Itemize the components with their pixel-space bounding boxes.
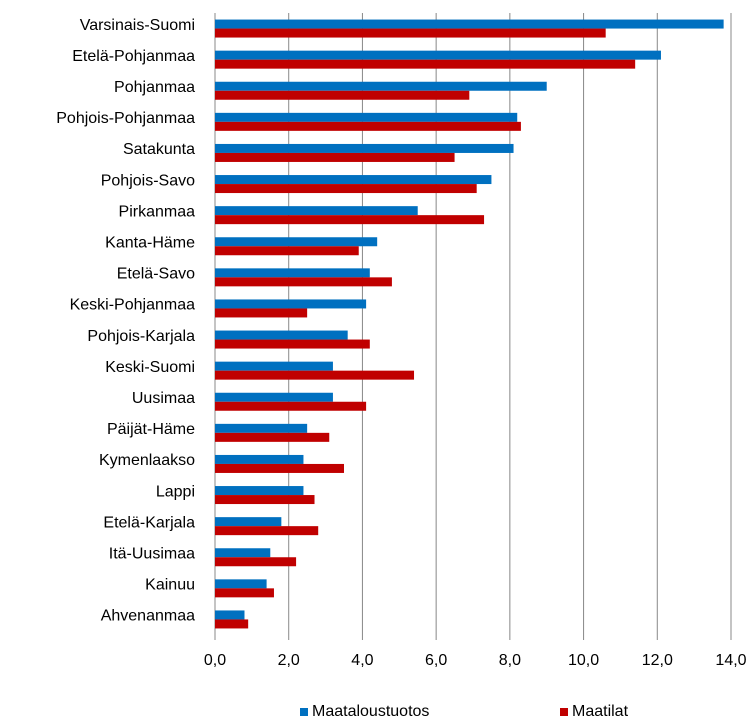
y-tick-label: Satakunta	[123, 141, 195, 158]
bar	[215, 268, 370, 278]
y-tick-label: Päijät-Häme	[107, 421, 195, 438]
bar	[215, 588, 274, 598]
bar	[215, 401, 367, 411]
bar	[215, 392, 333, 402]
bar	[215, 19, 724, 29]
y-tick-label: Kainuu	[145, 577, 195, 594]
y-tick-label: Etelä-Savo	[117, 266, 195, 283]
bar	[215, 246, 359, 256]
bar	[215, 610, 245, 620]
bar	[215, 423, 308, 433]
bar	[215, 495, 315, 505]
y-tick-label: Pohjois-Pohjanmaa	[56, 110, 195, 127]
bar	[215, 81, 547, 91]
bar	[215, 215, 485, 225]
bar	[215, 184, 477, 194]
y-tick-label: Pohjois-Savo	[101, 172, 195, 189]
bar	[215, 619, 249, 629]
y-tick-label: Pohjanmaa	[114, 79, 195, 96]
x-tick-label: 4,0	[351, 652, 373, 669]
bar	[215, 277, 392, 287]
bar	[215, 112, 518, 122]
bar	[215, 339, 370, 349]
x-tick-label: 2,0	[278, 652, 300, 669]
bar	[215, 330, 348, 340]
x-tick-label: 14,0	[715, 652, 746, 669]
bar	[215, 50, 661, 60]
bar	[215, 308, 308, 318]
legend-swatch	[560, 708, 568, 716]
bar	[215, 370, 415, 380]
y-tick-label: Keski-Pohjanmaa	[70, 297, 196, 314]
y-tick-label: Uusimaa	[132, 390, 195, 407]
bar	[215, 143, 514, 153]
bar	[215, 557, 297, 567]
x-tick-label: 12,0	[642, 652, 673, 669]
bar	[215, 206, 418, 216]
x-tick-label: 8,0	[499, 652, 521, 669]
y-tick-label: Lappi	[156, 483, 195, 500]
bar	[215, 28, 606, 38]
bar	[215, 517, 282, 527]
bar	[215, 299, 367, 309]
y-tick-label: Etelä-Pohjanmaa	[72, 48, 195, 65]
bar	[215, 579, 267, 589]
bar	[215, 121, 521, 131]
bar	[215, 432, 330, 442]
y-tick-label: Pirkanmaa	[119, 203, 196, 220]
bar	[215, 486, 304, 496]
bar	[215, 90, 470, 100]
bar	[215, 548, 271, 558]
y-tick-label: Itä-Uusimaa	[109, 545, 195, 562]
x-tick-label: 0,0	[204, 652, 226, 669]
bar	[215, 175, 492, 185]
y-tick-label: Etelä-Karjala	[103, 514, 195, 531]
legend-label: Maatilat	[572, 703, 629, 720]
bar	[215, 526, 319, 536]
legend-swatch	[300, 708, 308, 716]
bar	[215, 59, 636, 69]
bar	[215, 463, 344, 473]
bar	[215, 152, 455, 162]
y-tick-label: Pohjois-Karjala	[87, 328, 195, 345]
bar	[215, 454, 304, 464]
bar	[215, 237, 378, 247]
legend-label: Maataloustuotos	[312, 703, 429, 720]
y-tick-label: Ahvenanmaa	[101, 608, 195, 625]
y-tick-label: Kanta-Häme	[105, 234, 195, 251]
x-tick-label: 6,0	[425, 652, 447, 669]
y-tick-label: Kymenlaakso	[99, 452, 195, 469]
y-tick-label: Varsinais-Suomi	[80, 17, 195, 34]
x-tick-label: 10,0	[568, 652, 599, 669]
y-tick-label: Keski-Suomi	[105, 359, 195, 376]
bar	[215, 361, 333, 371]
